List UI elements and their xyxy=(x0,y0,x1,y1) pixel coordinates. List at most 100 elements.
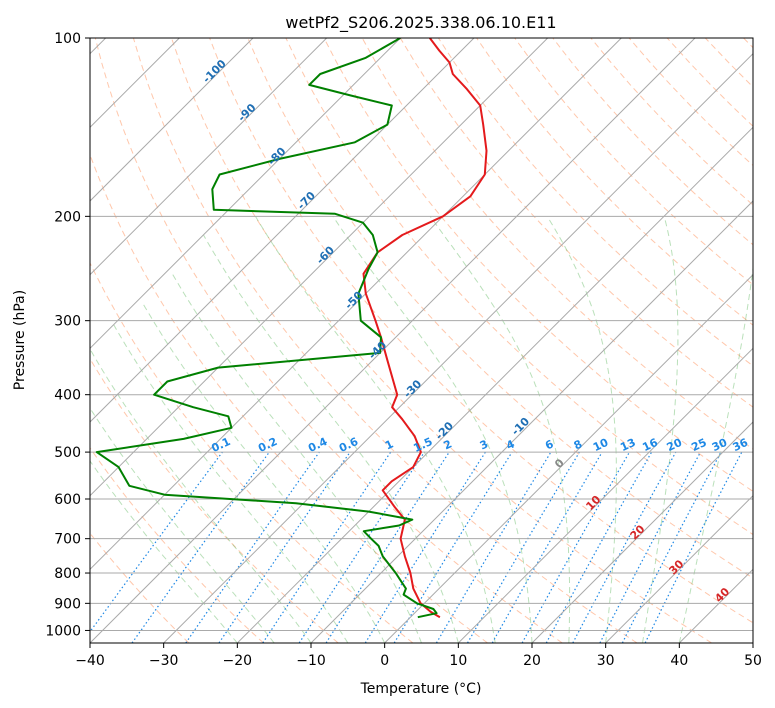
mixing-ratio-line xyxy=(599,451,702,643)
x-tick-label: −10 xyxy=(296,653,326,669)
moist-adiabat-line xyxy=(142,302,386,643)
isotherm-label: -30 xyxy=(401,377,424,400)
y-tick-label: 800 xyxy=(54,566,81,582)
dry-adiabat-line xyxy=(132,38,638,643)
dry-adiabat-line xyxy=(90,357,339,643)
moist-adiabat-line xyxy=(171,273,422,643)
isotherm-gridline xyxy=(384,273,753,643)
dry-adiabat-line xyxy=(90,153,488,643)
temperature-profile-line xyxy=(362,38,488,619)
isotherm-gridline xyxy=(531,421,753,643)
y-axis-title: Pressure (hPa) xyxy=(12,290,28,390)
mixing-ratio-line xyxy=(435,451,552,643)
dry-adiabat-line xyxy=(171,38,712,643)
isotherm-gridline xyxy=(90,38,696,643)
isotherm-gridline xyxy=(605,494,753,643)
mixing-ratio-label: 13 xyxy=(618,436,637,454)
mixing-ratio-line xyxy=(545,451,653,643)
isotherm-label: 30 xyxy=(666,557,686,577)
mixing-ratio-line xyxy=(90,451,223,633)
moist-adiabat-line xyxy=(203,234,459,643)
isotherm-label: -90 xyxy=(235,101,258,124)
chart-title: wetPf2_S206.2025.338.06.10.E11 xyxy=(285,13,556,33)
mixing-ratio-label: 2 xyxy=(442,437,454,452)
y-tick-label: 100 xyxy=(54,31,81,47)
moist-adiabat-line xyxy=(642,216,679,643)
dry-adiabat-line xyxy=(90,261,414,643)
mixing-ratio-label: 10 xyxy=(591,436,611,454)
mixing-ratio-label: 16 xyxy=(640,436,660,454)
mixing-ratio-line xyxy=(644,451,743,643)
y-tick-label: 900 xyxy=(54,596,81,612)
isotherm-gridline xyxy=(90,38,549,497)
mixing-ratio-line xyxy=(521,451,631,643)
isotherm-label: -60 xyxy=(314,243,337,266)
dry-adiabat-line xyxy=(590,38,753,206)
x-tick-label: −20 xyxy=(223,653,253,669)
dry-adiabat-line xyxy=(552,38,753,246)
dry-adiabat-line xyxy=(743,38,753,49)
x-tick-label: 30 xyxy=(597,653,615,669)
dewpoint-profile-line xyxy=(95,38,438,619)
mixing-ratio-line xyxy=(185,451,320,643)
x-tick-label: 10 xyxy=(449,653,467,669)
mixing-ratio-label: 30 xyxy=(710,436,730,454)
mixing-ratio-line xyxy=(262,451,392,643)
plot-frame xyxy=(89,37,754,644)
moist-adiabat-line xyxy=(90,348,312,643)
dry-adiabat-line xyxy=(323,38,753,492)
mixing-ratio-line xyxy=(325,451,450,643)
x-tick-label: 0 xyxy=(380,653,389,669)
y-tick-label: 700 xyxy=(54,532,81,548)
isotherm-label: 40 xyxy=(712,585,732,605)
dry-adiabat-line xyxy=(476,38,753,326)
dry-adiabat-line xyxy=(90,447,264,643)
x-tick-label: −30 xyxy=(149,653,179,669)
x-tick-label: 20 xyxy=(523,653,541,669)
mixing-ratio-label: 25 xyxy=(689,436,708,454)
moist-adiabat-line xyxy=(332,216,533,643)
isotherm-gridline xyxy=(90,38,254,202)
y-axis: 1000 900 800 700 600 500 400 300 200 100 xyxy=(45,31,90,639)
moist-adiabat-line xyxy=(678,264,753,643)
mixing-ratio-label: 6 xyxy=(543,437,556,452)
isotherm-gridline xyxy=(90,38,328,276)
dry-adiabat-line xyxy=(247,38,753,579)
isotherm-label: -100 xyxy=(200,57,229,86)
mixing-ratio-label: 20 xyxy=(665,436,685,454)
moist-adiabat-line xyxy=(546,216,617,643)
mixing-ratio-label: 36 xyxy=(731,436,751,454)
mixing-ratio-line xyxy=(364,451,486,643)
isotherm-label: -70 xyxy=(295,189,318,212)
dry-adiabat-line xyxy=(514,38,753,286)
y-tick-label: 600 xyxy=(54,492,81,508)
dry-adiabat-line xyxy=(704,38,753,88)
series-layer xyxy=(95,38,488,619)
dry-adiabat-line xyxy=(285,38,753,536)
moist-adiabat-line xyxy=(90,460,238,643)
moist-adiabat-line xyxy=(429,216,571,643)
dry-adiabat-line xyxy=(94,38,563,643)
dry-adiabat-line xyxy=(90,532,190,643)
x-axis-title: Temperature (°C) xyxy=(360,681,482,697)
isotherm-gridline xyxy=(90,38,475,423)
dry-adiabat-line xyxy=(437,38,753,367)
mixing-ratio-line xyxy=(131,451,270,643)
moist-adiabat-line xyxy=(90,407,275,643)
isotherm-label: 10 xyxy=(583,493,603,513)
mixing-ratio-line xyxy=(466,451,580,643)
x-tick-label: 40 xyxy=(670,653,688,669)
grid-layer xyxy=(90,38,753,643)
isotherm-label: 20 xyxy=(628,522,648,542)
isotherm-label: -10 xyxy=(509,415,532,438)
x-tick-label: −40 xyxy=(75,653,105,669)
isotherm-gridline xyxy=(310,200,753,643)
moist-adiabat-line xyxy=(113,324,349,643)
isotherm-gridline xyxy=(678,568,753,643)
y-tick-label: 1000 xyxy=(45,623,81,639)
dry-adiabat-line xyxy=(666,38,753,127)
y-tick-label: 200 xyxy=(54,209,81,225)
isotherm-gridline xyxy=(163,52,753,643)
mixing-ratio-label: 4 xyxy=(504,437,517,452)
isotherm-gridline xyxy=(90,38,401,350)
